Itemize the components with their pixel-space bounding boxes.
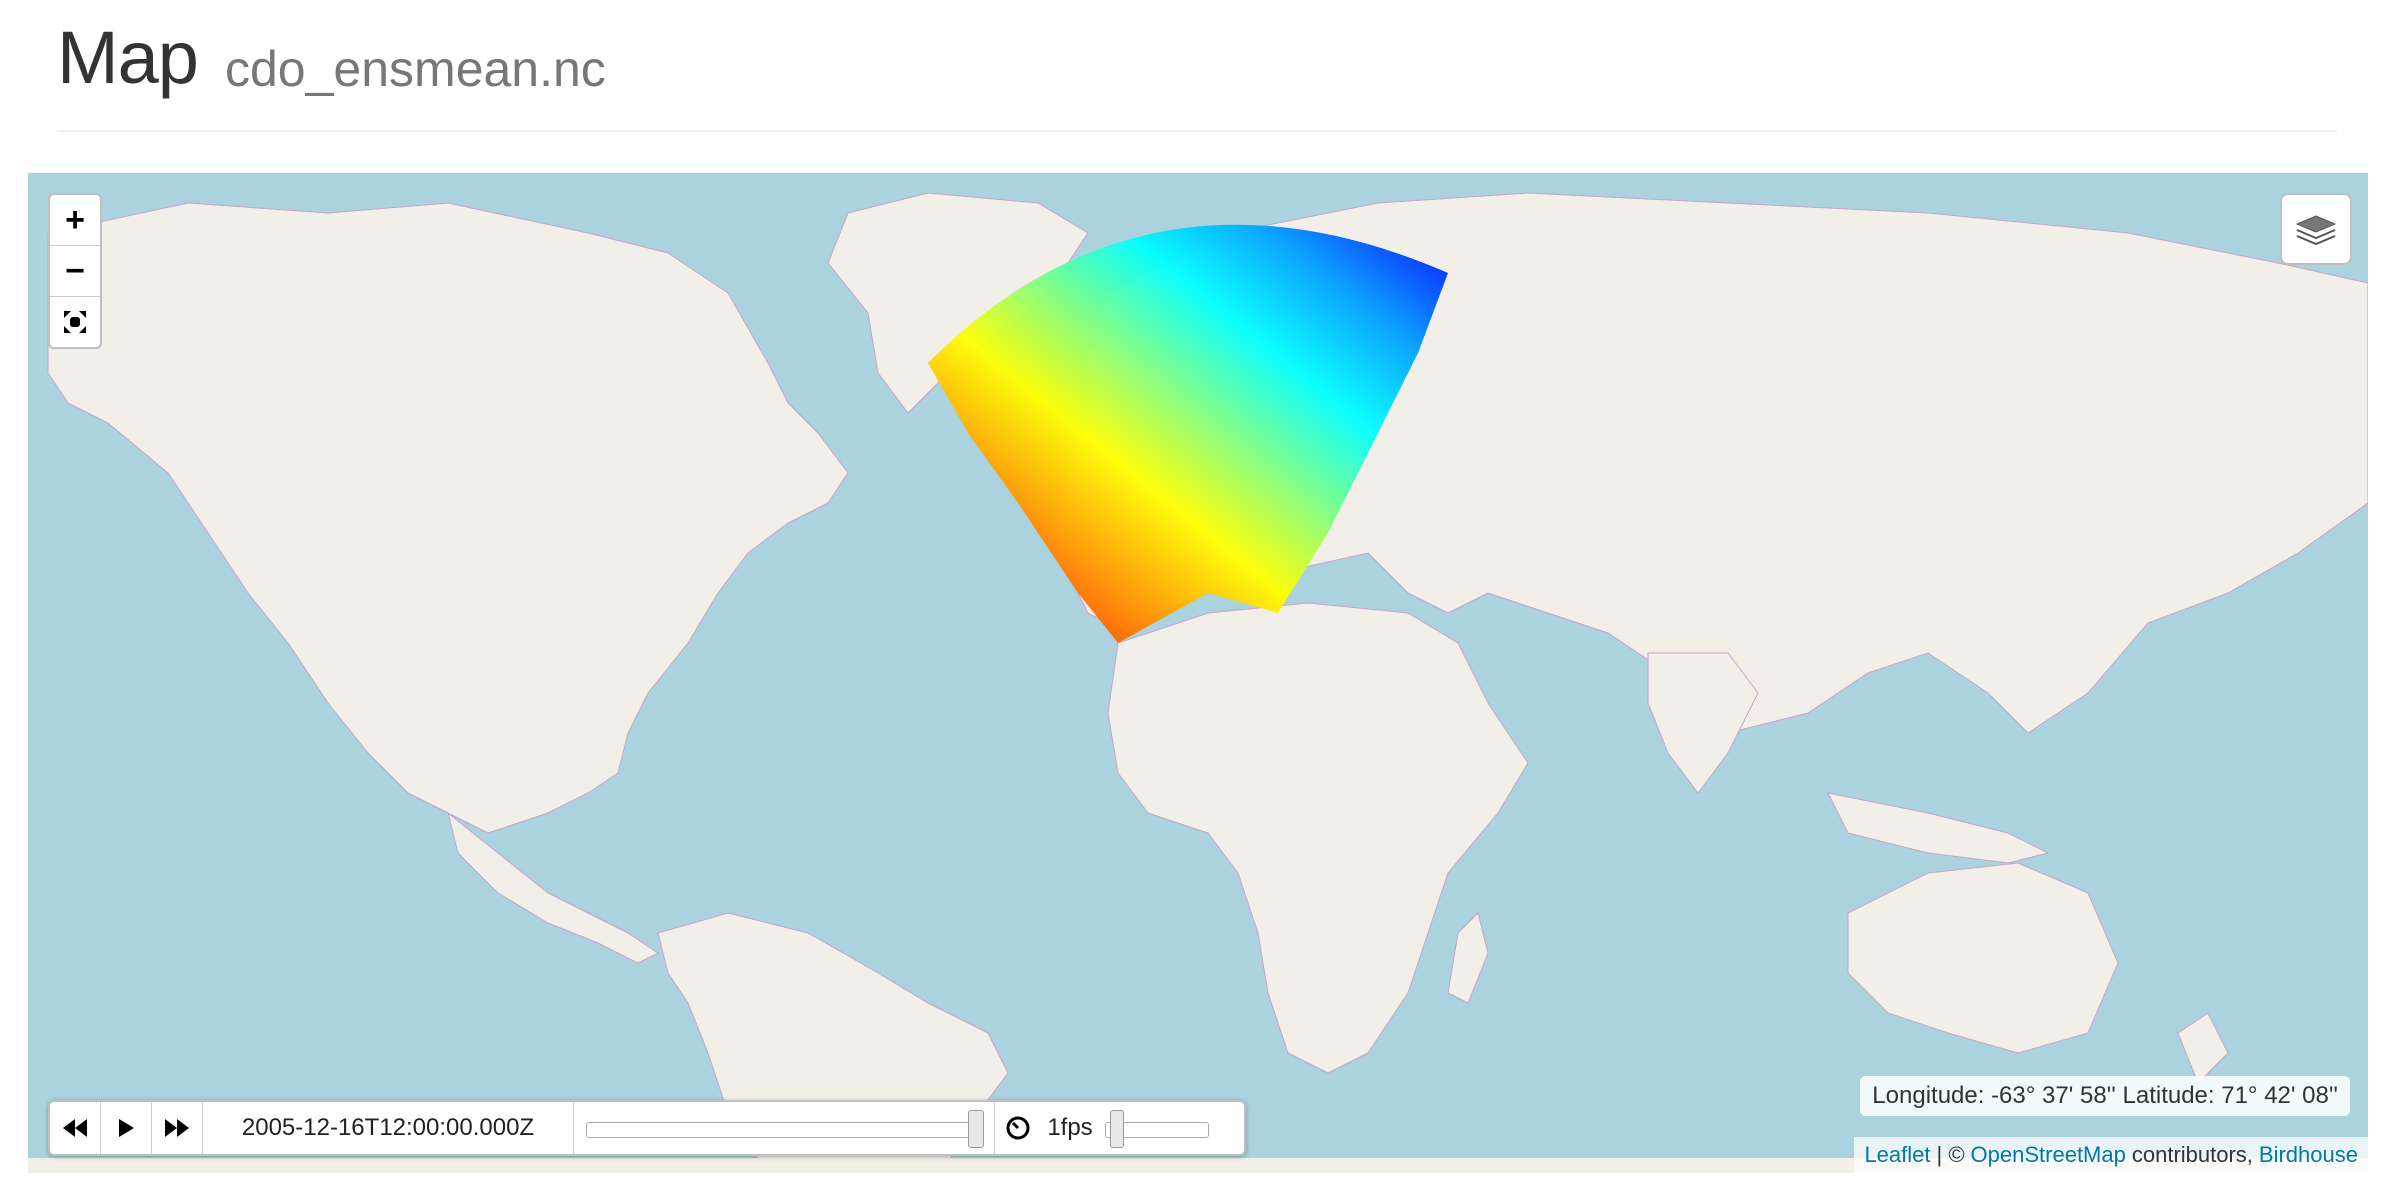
madagascar (1447, 912, 1489, 1004)
play-button[interactable] (101, 1102, 152, 1154)
australia (1847, 862, 2119, 1054)
time-dimension-control: 2005-12-16T12:00:00.000Z 1fps (48, 1100, 1246, 1156)
play-icon (119, 1119, 134, 1137)
time-slider-handle[interactable] (968, 1110, 984, 1148)
speed-slider-handle[interactable] (1109, 1110, 1124, 1148)
step-forward-icon (165, 1119, 189, 1137)
north-america (47, 202, 849, 834)
zoom-in-button[interactable]: + (50, 195, 100, 246)
southeast-asia-islands (1827, 792, 2050, 864)
fps-label: 1fps (1047, 1114, 1093, 1141)
openstreetmap-link[interactable]: OpenStreetMap (1970, 1142, 2126, 1167)
data-overlay (928, 224, 1448, 643)
antarctica (28, 1158, 2368, 1173)
step-forward-button[interactable] (152, 1102, 203, 1154)
central-america (447, 811, 659, 964)
speedometer-icon (1006, 1116, 1030, 1140)
leaflet-link[interactable]: Leaflet (1864, 1142, 1931, 1167)
fullscreen-icon (64, 311, 86, 333)
attribution-separator: | © (1936, 1142, 1965, 1167)
page-subtitle: cdo_ensmean.nc (225, 41, 606, 97)
layers-control-button[interactable] (2280, 193, 2352, 265)
speed-slider-track[interactable] (1105, 1122, 1209, 1138)
step-backward-button[interactable] (50, 1102, 101, 1154)
time-slider-track[interactable] (586, 1122, 982, 1138)
zoom-control: + − (48, 193, 102, 349)
speed-indicator (995, 1102, 1041, 1154)
speed-slider[interactable] (1099, 1102, 1219, 1154)
birdhouse-link[interactable]: Birdhouse (2258, 1142, 2358, 1167)
basemap (28, 173, 2368, 1173)
india (1647, 652, 1759, 794)
mouse-position-readout: Longitude: -63° 37' 58'' Latitude: 71° 4… (1860, 1076, 2350, 1116)
zoom-out-button[interactable]: − (50, 246, 100, 297)
time-slider[interactable] (574, 1102, 995, 1154)
attribution: Leaflet | © OpenStreetMap contributors, … (1854, 1137, 2368, 1173)
africa (1107, 602, 1529, 1074)
page-title: Map (57, 16, 199, 99)
layers-icon (2295, 215, 2337, 246)
new-zealand (2177, 1012, 2229, 1084)
page-header: Map cdo_ensmean.nc (57, 14, 2337, 132)
current-time-display[interactable]: 2005-12-16T12:00:00.000Z (203, 1102, 574, 1154)
fullscreen-button[interactable] (50, 297, 100, 347)
map-container[interactable]: + − Longitude: -63° 37' 58'' Latitude: 7… (28, 173, 2368, 1173)
attribution-contributors: contributors, (2131, 1142, 2253, 1167)
step-backward-icon (63, 1119, 87, 1137)
